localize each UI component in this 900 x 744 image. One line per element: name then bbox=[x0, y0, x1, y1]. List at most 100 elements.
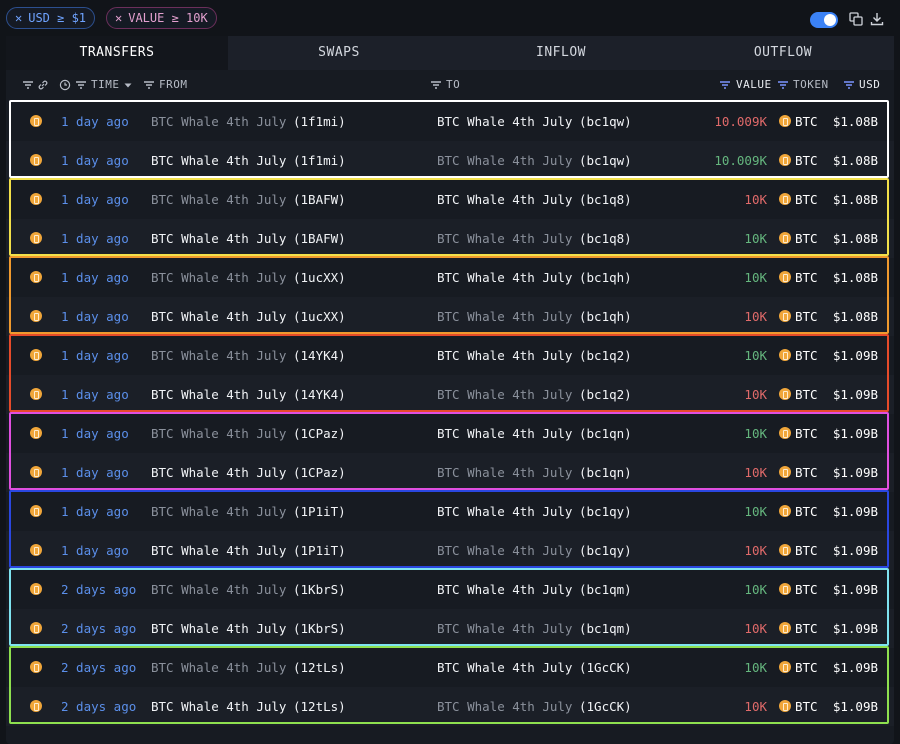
table-row[interactable]: 1 day ago BTC Whale 4th July (14YK4) BTC Wh… bbox=[6, 375, 894, 414]
time-link[interactable]: 2 days ago bbox=[61, 699, 137, 714]
from-address[interactable]: (1KbrS) bbox=[293, 582, 346, 597]
from-entity[interactable]: BTC Whale 4th July bbox=[151, 543, 287, 558]
from-address[interactable]: (1ucXX) bbox=[293, 270, 346, 285]
from-address[interactable]: (12tLs) bbox=[293, 660, 346, 675]
time-link[interactable]: 1 day ago bbox=[61, 192, 129, 207]
copy-icon[interactable] bbox=[849, 12, 863, 26]
from-entity[interactable]: BTC Whale 4th July bbox=[151, 348, 287, 363]
from-entity[interactable]: BTC Whale 4th July bbox=[151, 621, 287, 636]
from-address[interactable]: (14YK4) bbox=[293, 348, 346, 363]
token-symbol[interactable]: BTC bbox=[795, 153, 818, 168]
from-entity[interactable]: BTC Whale 4th July bbox=[151, 660, 287, 675]
from-address[interactable]: (14YK4) bbox=[293, 387, 346, 402]
time-link[interactable]: 1 day ago bbox=[61, 231, 129, 246]
from-filter-icon[interactable] bbox=[143, 79, 155, 91]
from-entity[interactable]: BTC Whale 4th July bbox=[151, 231, 287, 246]
value-column-label[interactable]: VALUE bbox=[736, 78, 772, 91]
to-entity[interactable]: BTC Whale 4th July bbox=[437, 426, 573, 441]
time-link[interactable]: 1 day ago bbox=[61, 270, 129, 285]
usd-filter-chip[interactable]: ✕ USD ≥ $1 bbox=[6, 7, 96, 29]
time-link[interactable]: 1 day ago bbox=[61, 504, 129, 519]
table-row[interactable]: 1 day ago BTC Whale 4th July (1f1mi) BTC Wh… bbox=[6, 102, 894, 141]
clock-icon[interactable] bbox=[59, 79, 71, 91]
from-address[interactable]: (1f1mi) bbox=[293, 114, 346, 129]
table-row[interactable]: 1 day ago BTC Whale 4th July (1BAFW) BTC Wh… bbox=[6, 219, 894, 258]
token-symbol[interactable]: BTC bbox=[795, 348, 818, 363]
token-symbol[interactable]: BTC bbox=[795, 270, 818, 285]
to-entity[interactable]: BTC Whale 4th July bbox=[437, 231, 573, 246]
token-symbol[interactable]: BTC bbox=[795, 582, 818, 597]
to-address[interactable]: (bc1qn) bbox=[579, 465, 632, 480]
token-symbol[interactable]: BTC bbox=[795, 465, 818, 480]
filter-icon[interactable] bbox=[22, 79, 34, 91]
from-entity[interactable]: BTC Whale 4th July bbox=[151, 426, 287, 441]
to-address[interactable]: (bc1q2) bbox=[579, 387, 632, 402]
to-entity[interactable]: BTC Whale 4th July bbox=[437, 309, 573, 324]
link-icon[interactable] bbox=[37, 79, 49, 91]
to-address[interactable]: (bc1qw) bbox=[579, 153, 632, 168]
to-address[interactable]: (bc1q8) bbox=[579, 231, 632, 246]
to-address[interactable]: (bc1qy) bbox=[579, 504, 632, 519]
table-row[interactable]: 1 day ago BTC Whale 4th July (1P1iT) BTC Wh… bbox=[6, 492, 894, 531]
to-address[interactable]: (bc1q2) bbox=[579, 348, 632, 363]
token-symbol[interactable]: BTC bbox=[795, 504, 818, 519]
token-symbol[interactable]: BTC bbox=[795, 387, 818, 402]
to-entity[interactable]: BTC Whale 4th July bbox=[437, 348, 573, 363]
tab-swaps[interactable]: SWAPS bbox=[228, 36, 450, 70]
to-address[interactable]: (bc1qm) bbox=[579, 582, 632, 597]
table-row[interactable]: 1 day ago BTC Whale 4th July (1P1iT) BTC Wh… bbox=[6, 531, 894, 570]
from-address[interactable]: (1BAFW) bbox=[293, 231, 346, 246]
from-entity[interactable]: BTC Whale 4th July bbox=[151, 465, 287, 480]
token-filter-icon[interactable] bbox=[777, 79, 789, 91]
tab-outflow[interactable]: OUTFLOW bbox=[672, 36, 894, 70]
time-link[interactable]: 2 days ago bbox=[61, 621, 137, 636]
table-row[interactable]: 2 days ago BTC Whale 4th July (1KbrS) BTC W… bbox=[6, 609, 894, 648]
toggle-switch[interactable] bbox=[810, 12, 838, 28]
from-entity[interactable]: BTC Whale 4th July bbox=[151, 582, 287, 597]
time-filter-icon[interactable] bbox=[75, 79, 87, 91]
to-address[interactable]: (bc1qw) bbox=[579, 114, 632, 129]
remove-value-filter-icon[interactable]: ✕ bbox=[115, 11, 123, 25]
from-entity[interactable]: BTC Whale 4th July bbox=[151, 387, 287, 402]
to-entity[interactable]: BTC Whale 4th July bbox=[437, 504, 573, 519]
to-entity[interactable]: BTC Whale 4th July bbox=[437, 387, 573, 402]
table-row[interactable]: 1 day ago BTC Whale 4th July (1CPaz) BTC Wh… bbox=[6, 414, 894, 453]
to-entity[interactable]: BTC Whale 4th July bbox=[437, 660, 573, 675]
from-address[interactable]: (1CPaz) bbox=[293, 465, 346, 480]
from-entity[interactable]: BTC Whale 4th July bbox=[151, 309, 287, 324]
from-entity[interactable]: BTC Whale 4th July bbox=[151, 114, 287, 129]
to-entity[interactable]: BTC Whale 4th July bbox=[437, 543, 573, 558]
time-link[interactable]: 1 day ago bbox=[61, 387, 129, 402]
table-row[interactable]: 1 day ago BTC Whale 4th July (1ucXX) BTC Wh… bbox=[6, 297, 894, 336]
time-link[interactable]: 2 days ago bbox=[61, 660, 137, 675]
from-entity[interactable]: BTC Whale 4th July bbox=[151, 270, 287, 285]
tab-transfers[interactable]: TRANSFERS bbox=[6, 36, 228, 70]
from-address[interactable]: (1BAFW) bbox=[293, 192, 346, 207]
token-symbol[interactable]: BTC bbox=[795, 621, 818, 636]
time-link[interactable]: 2 days ago bbox=[61, 582, 137, 597]
to-entity[interactable]: BTC Whale 4th July bbox=[437, 699, 573, 714]
to-filter-icon[interactable] bbox=[430, 79, 442, 91]
token-symbol[interactable]: BTC bbox=[795, 192, 818, 207]
table-row[interactable]: 1 day ago BTC Whale 4th July (1ucXX) BTC Wh… bbox=[6, 258, 894, 297]
to-address[interactable]: (bc1qy) bbox=[579, 543, 632, 558]
from-entity[interactable]: BTC Whale 4th July bbox=[151, 699, 287, 714]
chevron-down-icon[interactable] bbox=[123, 79, 133, 91]
table-row[interactable]: 1 day ago BTC Whale 4th July (1f1mi) BTC Wh… bbox=[6, 141, 894, 180]
token-symbol[interactable]: BTC bbox=[795, 660, 818, 675]
table-row[interactable]: 2 days ago BTC Whale 4th July (12tLs) BTC W… bbox=[6, 687, 894, 726]
to-address[interactable]: (bc1qh) bbox=[579, 270, 632, 285]
to-entity[interactable]: BTC Whale 4th July bbox=[437, 465, 573, 480]
time-column-label[interactable]: TIME bbox=[91, 78, 120, 91]
from-entity[interactable]: BTC Whale 4th July bbox=[151, 153, 287, 168]
to-entity[interactable]: BTC Whale 4th July bbox=[437, 582, 573, 597]
from-address[interactable]: (1KbrS) bbox=[293, 621, 346, 636]
time-link[interactable]: 1 day ago bbox=[61, 426, 129, 441]
table-row[interactable]: 1 day ago BTC Whale 4th July (1BAFW) BTC Wh… bbox=[6, 180, 894, 219]
value-filter-chip[interactable]: ✕ VALUE ≥ 10K bbox=[106, 7, 217, 29]
time-link[interactable]: 1 day ago bbox=[61, 348, 129, 363]
from-address[interactable]: (1ucXX) bbox=[293, 309, 346, 324]
table-row[interactable]: 1 day ago BTC Whale 4th July (1CPaz) BTC Wh… bbox=[6, 453, 894, 492]
tab-inflow[interactable]: INFLOW bbox=[450, 36, 672, 70]
to-entity[interactable]: BTC Whale 4th July bbox=[437, 114, 573, 129]
